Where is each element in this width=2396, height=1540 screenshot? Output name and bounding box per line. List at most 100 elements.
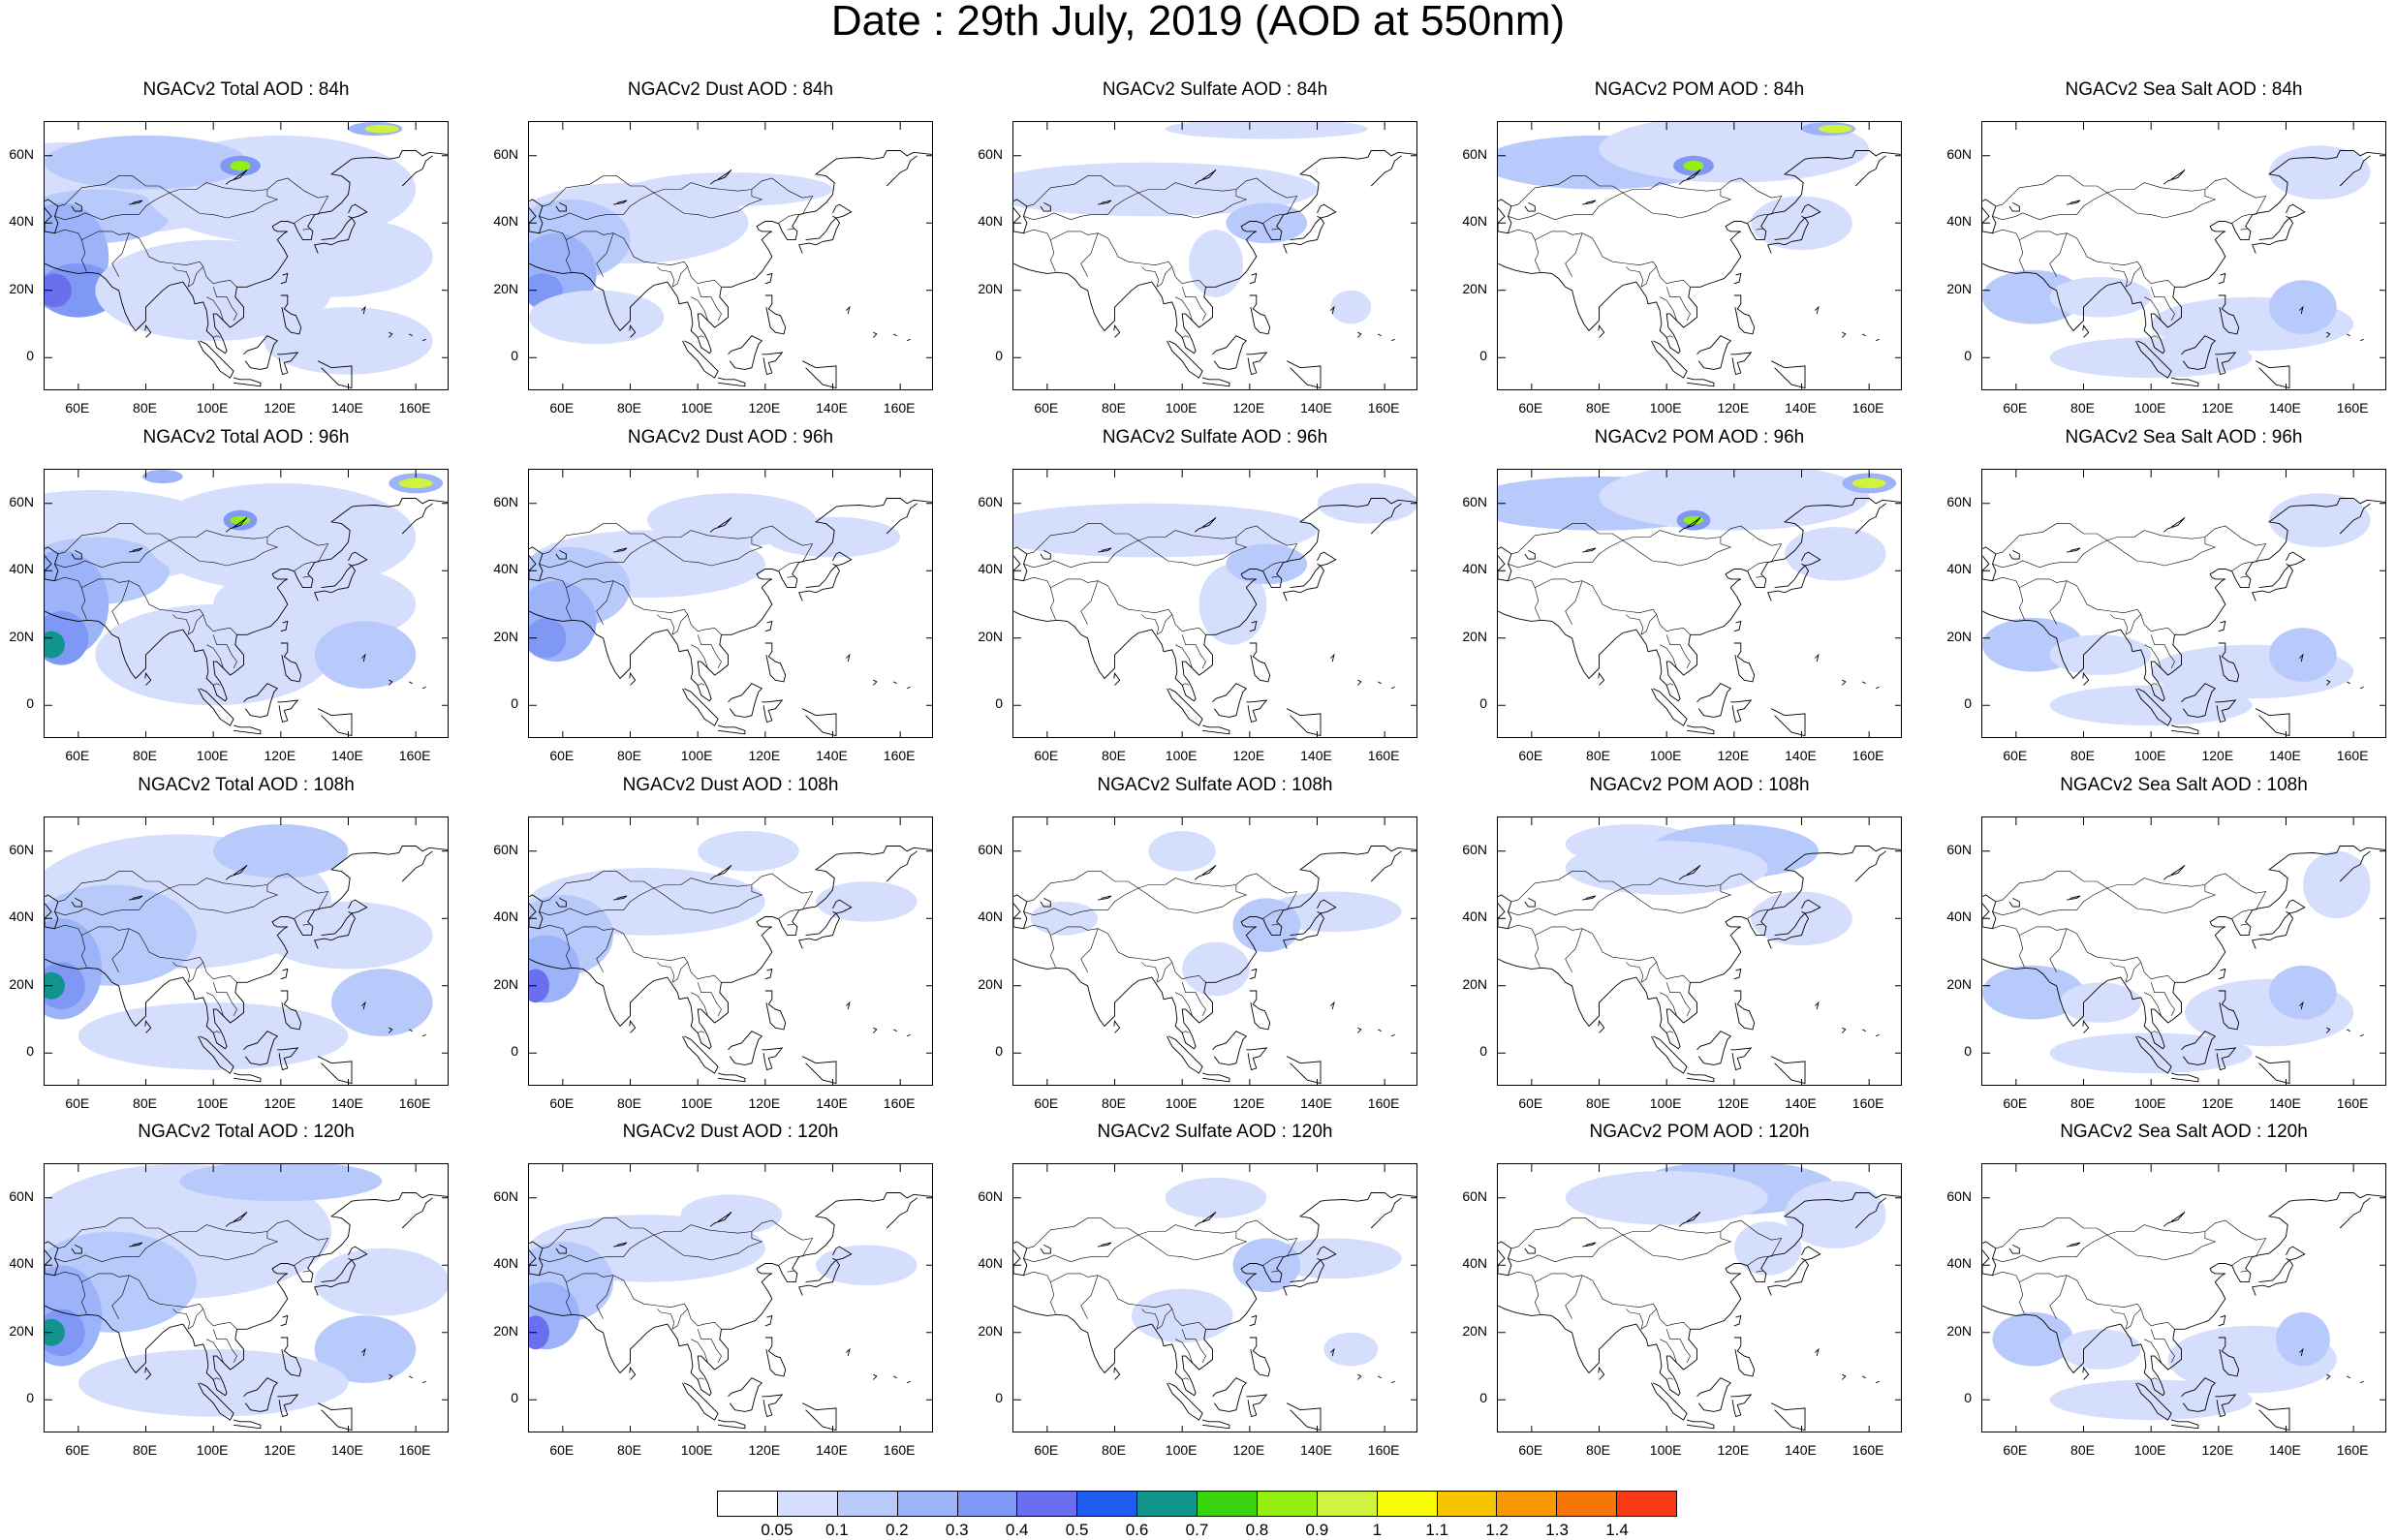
- lat-label: 0: [1479, 1043, 1487, 1060]
- aod-shading: [1330, 290, 1372, 324]
- lon-label: 140E: [2269, 1095, 2301, 1111]
- aod-shading: [1266, 1238, 1402, 1279]
- country-border: [1026, 1217, 1139, 1249]
- coastline: [2359, 1033, 2364, 1037]
- coastline: [71, 201, 82, 212]
- aod-shading: [1131, 1288, 1233, 1343]
- lat-label: 20N: [1462, 280, 1487, 296]
- country-border: [2140, 1309, 2175, 1330]
- coastline: [317, 360, 353, 389]
- coastline: [1370, 503, 1402, 535]
- country-border: [1995, 1217, 2108, 1249]
- lon-label: 160E: [883, 1095, 916, 1111]
- coastline: [1770, 1056, 1806, 1085]
- map-frame: [1497, 469, 1902, 738]
- aod-field: [1992, 1311, 2337, 1421]
- coastline: [1113, 324, 1121, 338]
- aod-shading: [142, 470, 183, 483]
- lon-label: 120E: [748, 748, 781, 763]
- aod-map: [1013, 122, 1416, 389]
- colorbar-swatch: [1617, 1492, 1676, 1516]
- coastline: [682, 340, 719, 379]
- coastline: [2346, 681, 2350, 685]
- lat-label: 0: [26, 695, 34, 712]
- aod-shading: [529, 290, 665, 345]
- colorbar-swatch: [1257, 1492, 1318, 1516]
- country-border: [81, 1273, 204, 1330]
- lon-label: 80E: [1586, 1442, 1610, 1458]
- country-border: [212, 982, 237, 1017]
- coastline: [1249, 1337, 1271, 1377]
- lat-label: 60N: [978, 145, 1003, 162]
- coastline: [280, 272, 289, 285]
- coastline: [1013, 199, 1028, 234]
- country-border: [212, 1329, 237, 1364]
- country-border: [778, 562, 801, 571]
- country-border: [54, 873, 329, 916]
- country-border: [294, 562, 317, 571]
- aod-shading: [264, 307, 433, 375]
- coastline: [1212, 1377, 1248, 1412]
- coastline: [408, 1375, 413, 1379]
- coastline: [2252, 1259, 2294, 1296]
- lon-label: 140E: [1300, 748, 1332, 763]
- lon-label: 60E: [1034, 400, 1059, 416]
- map-panel: NGACv2 POM AOD : 120h 60N 40N 20N 0 60E 80E 100…: [1462, 1122, 1902, 1458]
- aod-shading: [529, 969, 549, 1003]
- lon-label: 160E: [2336, 1442, 2369, 1458]
- coastline: [1498, 546, 1512, 582]
- country-border: [1023, 1271, 1051, 1282]
- country-border: [1171, 1309, 1206, 1330]
- coastline: [1801, 899, 1821, 914]
- coastline: [1330, 305, 1335, 315]
- lon-label: 140E: [2269, 1442, 2301, 1458]
- country-border: [1141, 266, 1160, 288]
- map-panel: NGACv2 Total AOD : 120h 60N 40N 20N 0 60E 80E 1…: [9, 1122, 449, 1458]
- coastline: [1167, 1035, 1203, 1074]
- coastline: [317, 708, 353, 737]
- colorbar-label: 1.4: [1605, 1521, 1629, 1539]
- aod-field: [1565, 824, 1852, 946]
- country-border: [81, 578, 204, 635]
- coastline: [1201, 1072, 1230, 1083]
- lat-label: 60N: [9, 145, 34, 162]
- coastline: [906, 1380, 911, 1384]
- aod-field: [45, 470, 444, 706]
- coastline: [1356, 1027, 1362, 1033]
- country-border: [2240, 575, 2248, 578]
- lat-label: 20N: [493, 280, 518, 296]
- country-border: [1565, 928, 1583, 972]
- map-panel: NGACv2 Sulfate AOD : 120h 60N 40N 20N 0 60E 80…: [978, 1122, 1417, 1458]
- aod-shading: [213, 824, 349, 878]
- coastline: [1040, 1244, 1051, 1254]
- lon-label: 140E: [816, 1442, 848, 1458]
- lat-label: 60N: [978, 841, 1003, 857]
- lat-label: 60N: [493, 1187, 518, 1204]
- map-frame: [44, 469, 449, 738]
- coastline: [314, 565, 357, 601]
- coastline: [1733, 620, 1742, 632]
- coastline: [1582, 1242, 1597, 1247]
- country-border: [1049, 935, 1056, 968]
- lon-label: 140E: [331, 748, 363, 763]
- coastline: [906, 338, 911, 342]
- country-border: [1534, 587, 1540, 620]
- lon-label: 160E: [2336, 748, 2369, 763]
- lon-label: 60E: [2003, 1095, 2028, 1111]
- country-border: [542, 175, 655, 207]
- map-panel: NGACv2 Total AOD : 84h 60N 40N 20N 0 60E 80E 10…: [9, 79, 449, 416]
- country-border: [172, 962, 191, 983]
- coastline: [1733, 642, 1756, 683]
- country-border: [1992, 1219, 2267, 1263]
- country-border: [2151, 683, 2159, 686]
- country-border: [1271, 228, 1279, 231]
- lon-label: 120E: [1717, 1095, 1750, 1111]
- coastline: [872, 1027, 878, 1033]
- lat-label: 60N: [978, 1187, 1003, 1204]
- lon-label: 60E: [549, 748, 575, 763]
- coastline: [144, 1367, 152, 1380]
- lon-label: 140E: [1785, 748, 1817, 763]
- coastline: [225, 169, 248, 185]
- coastline: [361, 1347, 366, 1357]
- coastline: [198, 688, 234, 726]
